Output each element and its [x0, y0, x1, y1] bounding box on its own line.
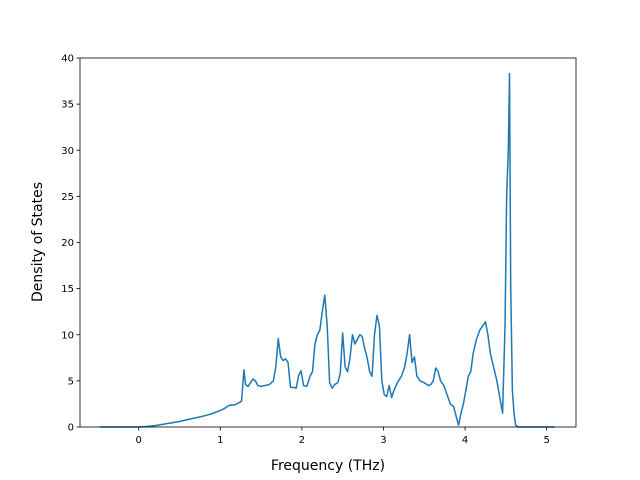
y-axis-label: Density of States — [30, 182, 46, 302]
y-tick-label: 15 — [61, 284, 74, 295]
y-tick-label: 30 — [61, 146, 74, 157]
x-tick-label: 1 — [217, 435, 223, 446]
plot-area — [80, 58, 576, 427]
y-tick-label: 25 — [61, 192, 74, 203]
plot-frame — [79, 57, 577, 428]
x-tick-label: 3 — [380, 435, 386, 446]
y-tick-label: 0 — [68, 423, 74, 434]
x-axis-ticks: 0 1 2 3 4 5 — [136, 427, 550, 446]
x-tick-label: 5 — [543, 435, 549, 446]
y-tick-label: 35 — [61, 100, 74, 111]
x-tick-label: 0 — [136, 435, 142, 446]
dos-line-series — [99, 72, 555, 428]
x-tick-label: 2 — [299, 435, 305, 446]
x-tick-label: 4 — [462, 435, 468, 446]
x-axis-label: Frequency (THz) — [271, 458, 385, 474]
y-tick-label: 5 — [68, 376, 74, 387]
y-tick-label: 40 — [61, 54, 74, 65]
y-axis-ticks: 0 5 10 15 20 25 30 35 40 — [61, 54, 80, 434]
y-tick-label: 20 — [61, 238, 74, 249]
y-tick-label: 10 — [61, 330, 74, 341]
